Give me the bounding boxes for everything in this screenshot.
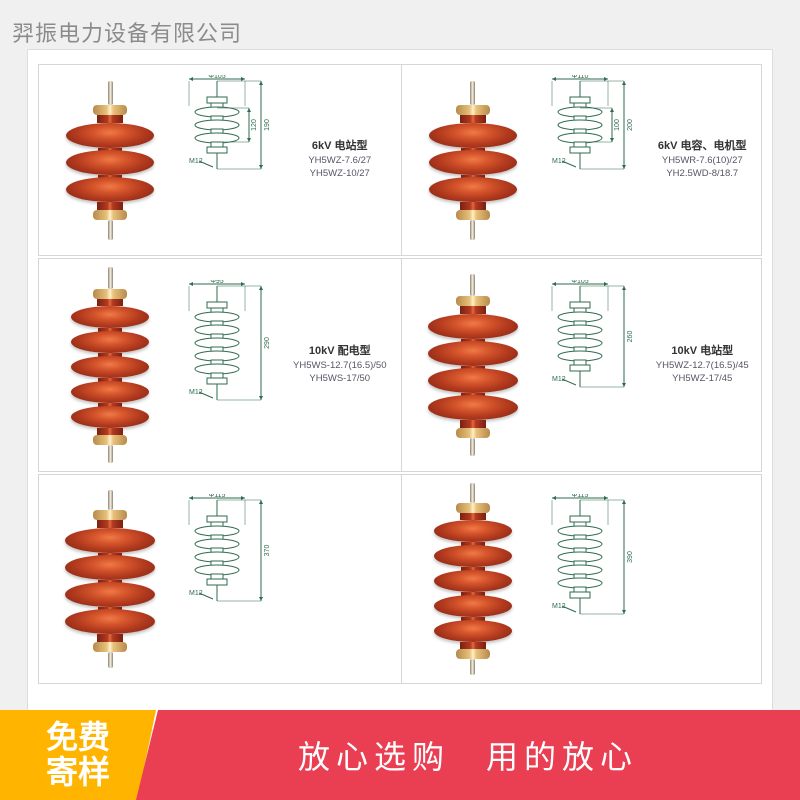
svg-text:Φ115: Φ115	[571, 494, 588, 499]
dimension-drawing: Φ105190120M12	[181, 75, 281, 245]
catalog-cell: Φ105190120M126kV 电站型YH5WZ-7.6/27YH5WZ-10…	[39, 65, 399, 255]
product-label: 6kV 电站型 YH5WZ-7.6/27 YH5WZ-10/27	[287, 137, 393, 183]
product-model: YH5WZ-17/45	[672, 373, 732, 384]
arrester-photo	[423, 274, 523, 456]
catalog-sheet: Φ105190120M126kV 电站型YH5WZ-7.6/27YH5WZ-10…	[28, 50, 772, 730]
svg-text:200: 200	[627, 119, 634, 131]
arrester-photo	[423, 483, 523, 675]
product-model: YH5WS-17/50	[309, 373, 370, 384]
catalog-cell: Φ105260M1210kV 电站型YH5WZ-12.7(16.5)/45YH5…	[401, 259, 762, 471]
svg-text:290: 290	[264, 337, 271, 349]
slogan-bar: 放心选购 用的放心	[136, 710, 800, 800]
catalog-cell: Φ95290M1210kV 配电型YH5WS-12.7(16.5)/50YH5W…	[39, 259, 399, 471]
catalog-cell: Φ115370M12	[39, 475, 399, 683]
arrester-photo	[60, 490, 160, 668]
product-title: 10kV 电站型	[671, 342, 733, 358]
product-label: 10kV 配电型 YH5WS-12.7(16.5)/50 YH5WS-17/50	[287, 342, 393, 388]
svg-text:Φ105: Φ105	[208, 75, 225, 80]
product-model: YH5WR-7.6(10)/27	[662, 155, 743, 166]
svg-text:370: 370	[264, 545, 271, 557]
catalog-row: Φ105190120M126kV 电站型YH5WZ-7.6/27YH5WZ-10…	[38, 64, 762, 256]
product-model: YH2.5WD-8/18.7	[666, 168, 738, 179]
svg-text:190: 190	[264, 119, 271, 131]
svg-text:Φ95: Φ95	[210, 280, 223, 285]
product-title: 10kV 配电型	[309, 342, 371, 358]
product-label	[650, 577, 756, 581]
product-model: YH5WZ-7.6/27	[308, 155, 371, 166]
product-model: YH5WZ-10/27	[310, 168, 370, 179]
catalog-row: Φ115370M12Φ115390M12	[38, 474, 762, 684]
catalog-cell: Φ110200100M126kV 电容、电机型YH5WR-7.6(10)/27Y…	[401, 65, 762, 255]
product-label: 6kV 电容、电机型 YH5WR-7.6(10)/27 YH2.5WD-8/18.7	[650, 137, 756, 183]
svg-text:Φ115: Φ115	[209, 494, 226, 499]
arrester-photo	[423, 81, 523, 240]
dimension-drawing: Φ110200100M12	[544, 75, 644, 245]
product-title: 6kV 电站型	[312, 137, 368, 153]
dimension-drawing: Φ95290M12	[181, 280, 281, 450]
product-label	[287, 577, 393, 581]
arrester-photo	[60, 267, 160, 463]
dimension-drawing: Φ115390M12	[544, 494, 644, 664]
product-label: 10kV 电站型 YH5WZ-12.7(16.5)/45 YH5WZ-17/45	[650, 342, 756, 388]
svg-text:Φ110: Φ110	[571, 75, 588, 80]
company-watermark: 羿振电力设备有限公司	[12, 16, 242, 48]
arrester-photo	[60, 81, 160, 240]
svg-text:390: 390	[627, 551, 634, 563]
product-model: YH5WS-12.7(16.5)/50	[293, 360, 386, 371]
free-sample-badge: 免费 寄样	[0, 710, 156, 800]
free-sample-line1: 免费	[46, 720, 110, 755]
catalog-cell: Φ115390M12	[401, 475, 762, 683]
slogan-b: 用的放心	[486, 732, 638, 778]
dimension-drawing: Φ105260M12	[544, 280, 644, 450]
svg-text:260: 260	[627, 331, 634, 343]
product-model: YH5WZ-12.7(16.5)/45	[656, 360, 749, 371]
promo-banner: 免费 寄样 放心选购 用的放心	[0, 710, 800, 800]
product-title: 6kV 电容、电机型	[658, 137, 747, 153]
svg-text:Φ105: Φ105	[571, 280, 588, 285]
catalog-row: Φ95290M1210kV 配电型YH5WS-12.7(16.5)/50YH5W…	[38, 258, 762, 472]
dimension-drawing: Φ115370M12	[181, 494, 281, 664]
free-sample-line2: 寄样	[46, 755, 110, 790]
svg-text:120: 120	[251, 119, 258, 131]
slogan-a: 放心选购	[298, 732, 450, 778]
svg-text:100: 100	[614, 119, 621, 131]
